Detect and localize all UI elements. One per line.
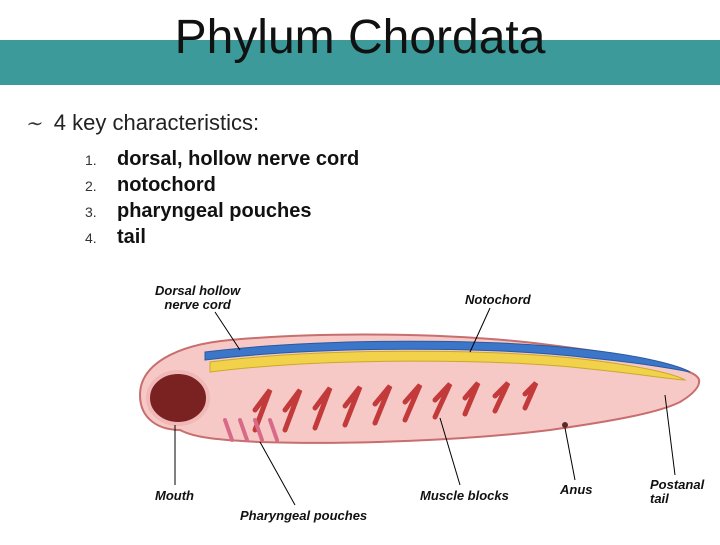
label-mouth: Mouth bbox=[155, 488, 194, 503]
anus-mark bbox=[562, 422, 568, 428]
label-muscle-blocks: Muscle blocks bbox=[420, 488, 509, 503]
item-text: notochord bbox=[117, 174, 216, 197]
label-nerve-cord: Dorsal hollownerve cord bbox=[155, 284, 240, 313]
list-item: 2. notochord bbox=[85, 174, 695, 197]
label-anus: Anus bbox=[560, 482, 593, 497]
item-number: 3. bbox=[85, 204, 103, 220]
label-pharyngeal: Pharyngeal pouches bbox=[240, 508, 367, 523]
item-number: 4. bbox=[85, 230, 103, 246]
item-number: 2. bbox=[85, 178, 103, 194]
characteristics-list: 1. dorsal, hollow nerve cord 2. notochor… bbox=[85, 148, 695, 249]
item-text: pharyngeal pouches bbox=[117, 200, 312, 223]
label-postanal-tail: Postanaltail bbox=[650, 478, 704, 507]
subtitle-text: 4 key characteristics: bbox=[54, 110, 259, 136]
page-title: Phylum Chordata bbox=[0, 10, 720, 65]
label-notochord: Notochord bbox=[465, 292, 531, 307]
title-bar: Phylum Chordata bbox=[0, 0, 720, 95]
subtitle-row: ∼ 4 key characteristics: bbox=[25, 110, 695, 136]
list-item: 1. dorsal, hollow nerve cord bbox=[85, 148, 695, 171]
bullet-icon: ∼ bbox=[25, 111, 42, 136]
list-item: 3. pharyngeal pouches bbox=[85, 200, 695, 223]
item-text: tail bbox=[117, 226, 146, 249]
item-text: dorsal, hollow nerve cord bbox=[117, 148, 359, 171]
chordate-diagram: Dorsal hollownerve cord Notochord Mouth … bbox=[120, 290, 720, 540]
content-area: ∼ 4 key characteristics: 1. dorsal, holl… bbox=[0, 95, 720, 249]
list-item: 4. tail bbox=[85, 226, 695, 249]
item-number: 1. bbox=[85, 152, 103, 168]
